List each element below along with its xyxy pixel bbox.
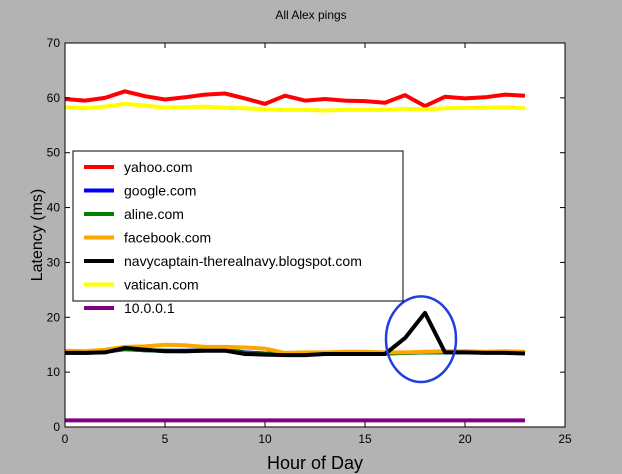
y-tick-label: 20 (47, 310, 61, 324)
series-line-yahoo-com (64, 89, 526, 109)
y-axis-label: Latency (ms) (29, 189, 46, 281)
legend-label-facebook-com: facebook.com (124, 230, 211, 246)
legend-frame (72, 150, 404, 302)
y-tick-label: 40 (47, 201, 61, 215)
axis-ticks: 0 5 10 15 20 25 0 10 20 30 40 50 60 70 (47, 36, 572, 446)
x-tick-label: 15 (358, 432, 372, 446)
y-tick-label: 60 (47, 91, 61, 105)
x-tick-label: 10 (258, 432, 272, 446)
legend-label-google-com: google.com (124, 183, 196, 199)
legend-label-yahoo-com: yahoo.com (124, 159, 192, 175)
annotation-layer (384, 295, 458, 384)
x-tick-label: 25 (558, 432, 572, 446)
legend-label-10-0-0-1: 10.0.0.1 (124, 300, 175, 316)
x-tick-label: 0 (62, 432, 69, 446)
y-tick-label: 0 (53, 420, 60, 434)
legend-label-aline-com: aline.com (124, 206, 184, 222)
legend-label-vatican-com: vatican.com (124, 277, 199, 293)
x-tick-label: 5 (162, 432, 169, 446)
y-tick-label: 50 (47, 146, 61, 160)
legend-label-navycaptain-therealnavy-blogspot-com: navycaptain-therealnavy.blogspot.com (124, 253, 362, 269)
y-tick-label: 70 (47, 36, 61, 50)
x-tick-label: 20 (458, 432, 472, 446)
highlight-ellipse (384, 295, 458, 384)
y-tick-label: 30 (47, 255, 61, 269)
series-line-navycaptain-therealnavy-blogspot-com (65, 310, 526, 358)
plot-frame (64, 42, 566, 428)
x-axis-label: Hour of Day (267, 453, 363, 473)
y-tick-label: 10 (47, 365, 61, 379)
series-lines (64, 89, 526, 423)
chart-title: All Alex pings (275, 8, 346, 22)
series-line-vatican-com (64, 101, 526, 113)
legend: yahoo.com google.com aline.com facebook.com… (72, 150, 404, 316)
